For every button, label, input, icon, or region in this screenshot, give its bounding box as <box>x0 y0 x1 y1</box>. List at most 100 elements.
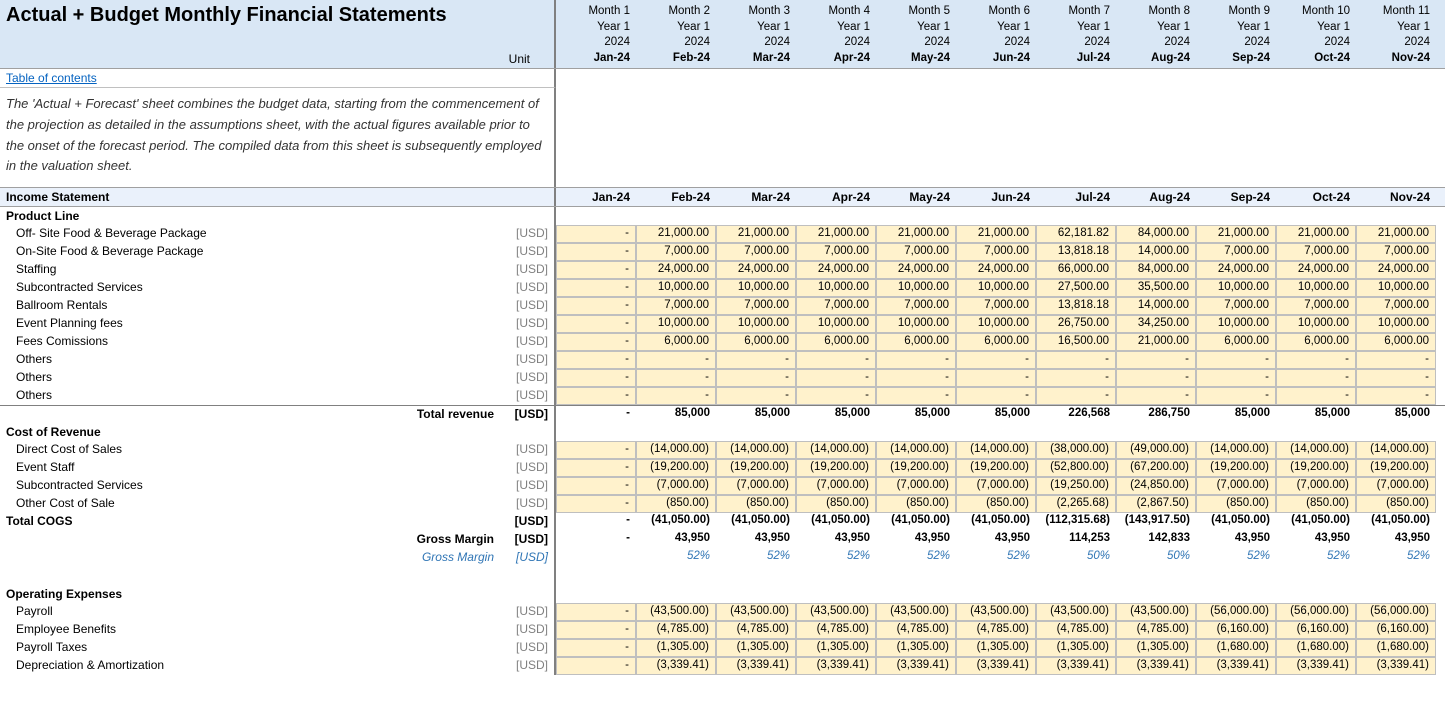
value-cell[interactable]: (7,000.00) <box>796 477 876 495</box>
value-cell[interactable]: 10,000.00 <box>1356 315 1436 333</box>
value-cell[interactable]: 7,000.00 <box>1356 297 1436 315</box>
value-cell[interactable]: (4,785.00) <box>796 621 876 639</box>
value-cell[interactable]: 10,000.00 <box>1276 279 1356 297</box>
value-cell[interactable]: (7,000.00) <box>956 477 1036 495</box>
value-cell[interactable]: (19,200.00) <box>1276 459 1356 477</box>
value-cell[interactable]: 7,000.00 <box>796 243 876 261</box>
value-cell[interactable]: - <box>876 351 956 369</box>
value-cell[interactable]: (3,339.41) <box>796 657 876 675</box>
value-cell[interactable]: - <box>876 387 956 405</box>
value-cell[interactable]: (1,680.00) <box>1356 639 1436 657</box>
value-cell[interactable]: (19,200.00) <box>1196 459 1276 477</box>
value-cell[interactable]: (24,850.00) <box>1116 477 1196 495</box>
value-cell[interactable]: - <box>956 387 1036 405</box>
value-cell[interactable]: 24,000.00 <box>1276 261 1356 279</box>
value-cell[interactable]: 34,250.00 <box>1116 315 1196 333</box>
value-cell[interactable]: (19,200.00) <box>1356 459 1436 477</box>
value-cell[interactable]: 10,000.00 <box>1276 315 1356 333</box>
value-cell[interactable]: 10,000.00 <box>796 279 876 297</box>
value-cell[interactable]: - <box>876 369 956 387</box>
value-cell[interactable]: 6,000.00 <box>1196 333 1276 351</box>
value-cell[interactable]: - <box>1276 387 1356 405</box>
value-cell[interactable]: 6,000.00 <box>1356 333 1436 351</box>
value-cell[interactable]: 6,000.00 <box>636 333 716 351</box>
value-cell[interactable]: 10,000.00 <box>956 315 1036 333</box>
value-cell[interactable]: (850.00) <box>1196 495 1276 513</box>
value-cell[interactable]: - <box>1196 369 1276 387</box>
value-cell[interactable]: (2,867.50) <box>1116 495 1196 513</box>
value-cell[interactable]: 21,000.00 <box>716 225 796 243</box>
value-cell[interactable]: - <box>556 441 636 459</box>
value-cell[interactable]: - <box>796 351 876 369</box>
value-cell[interactable]: (14,000.00) <box>876 441 956 459</box>
value-cell[interactable]: - <box>1356 387 1436 405</box>
value-cell[interactable]: 7,000.00 <box>1196 297 1276 315</box>
value-cell[interactable]: 14,000.00 <box>1116 297 1196 315</box>
value-cell[interactable]: - <box>556 495 636 513</box>
value-cell[interactable]: 6,000.00 <box>956 333 1036 351</box>
value-cell[interactable]: 24,000.00 <box>716 261 796 279</box>
value-cell[interactable]: 10,000.00 <box>1196 279 1276 297</box>
value-cell[interactable]: (19,200.00) <box>716 459 796 477</box>
value-cell[interactable]: - <box>556 351 636 369</box>
value-cell[interactable]: - <box>556 459 636 477</box>
value-cell[interactable]: 10,000.00 <box>716 279 796 297</box>
value-cell[interactable]: 7,000.00 <box>1276 297 1356 315</box>
value-cell[interactable]: - <box>1036 351 1116 369</box>
value-cell[interactable]: (14,000.00) <box>956 441 1036 459</box>
value-cell[interactable]: 24,000.00 <box>956 261 1036 279</box>
value-cell[interactable]: (52,800.00) <box>1036 459 1116 477</box>
value-cell[interactable]: (3,339.41) <box>956 657 1036 675</box>
value-cell[interactable]: - <box>556 369 636 387</box>
value-cell[interactable]: - <box>796 369 876 387</box>
value-cell[interactable]: - <box>716 351 796 369</box>
value-cell[interactable]: 21,000.00 <box>876 225 956 243</box>
value-cell[interactable]: (19,200.00) <box>796 459 876 477</box>
value-cell[interactable]: - <box>556 657 636 675</box>
value-cell[interactable]: - <box>796 387 876 405</box>
value-cell[interactable]: (3,339.41) <box>716 657 796 675</box>
value-cell[interactable]: 26,750.00 <box>1036 315 1116 333</box>
value-cell[interactable]: 6,000.00 <box>716 333 796 351</box>
value-cell[interactable]: 10,000.00 <box>956 279 1036 297</box>
value-cell[interactable]: (1,680.00) <box>1196 639 1276 657</box>
value-cell[interactable]: (7,000.00) <box>876 477 956 495</box>
value-cell[interactable]: (4,785.00) <box>1116 621 1196 639</box>
value-cell[interactable]: - <box>1276 351 1356 369</box>
value-cell[interactable]: (56,000.00) <box>1196 603 1276 621</box>
value-cell[interactable]: - <box>1036 387 1116 405</box>
value-cell[interactable]: 21,000.00 <box>1356 225 1436 243</box>
value-cell[interactable]: - <box>556 639 636 657</box>
value-cell[interactable]: (19,250.00) <box>1036 477 1116 495</box>
value-cell[interactable]: 7,000.00 <box>956 297 1036 315</box>
value-cell[interactable]: (14,000.00) <box>796 441 876 459</box>
value-cell[interactable]: (4,785.00) <box>716 621 796 639</box>
value-cell[interactable]: - <box>556 261 636 279</box>
value-cell[interactable]: (850.00) <box>636 495 716 513</box>
value-cell[interactable]: (43,500.00) <box>1036 603 1116 621</box>
value-cell[interactable]: (6,160.00) <box>1356 621 1436 639</box>
value-cell[interactable]: (19,200.00) <box>956 459 1036 477</box>
value-cell[interactable]: 7,000.00 <box>636 297 716 315</box>
value-cell[interactable]: 21,000.00 <box>1276 225 1356 243</box>
value-cell[interactable]: (2,265.68) <box>1036 495 1116 513</box>
value-cell[interactable]: 10,000.00 <box>796 315 876 333</box>
value-cell[interactable]: 27,500.00 <box>1036 279 1116 297</box>
value-cell[interactable]: - <box>1356 369 1436 387</box>
value-cell[interactable]: (850.00) <box>956 495 1036 513</box>
value-cell[interactable]: (850.00) <box>796 495 876 513</box>
value-cell[interactable]: - <box>716 387 796 405</box>
value-cell[interactable]: (38,000.00) <box>1036 441 1116 459</box>
value-cell[interactable]: 66,000.00 <box>1036 261 1116 279</box>
value-cell[interactable]: (1,680.00) <box>1276 639 1356 657</box>
value-cell[interactable]: (7,000.00) <box>1196 477 1276 495</box>
value-cell[interactable]: 13,818.18 <box>1036 297 1116 315</box>
value-cell[interactable]: - <box>556 225 636 243</box>
value-cell[interactable]: 14,000.00 <box>1116 243 1196 261</box>
value-cell[interactable]: 10,000.00 <box>876 315 956 333</box>
value-cell[interactable]: (14,000.00) <box>1356 441 1436 459</box>
value-cell[interactable]: 7,000.00 <box>876 243 956 261</box>
value-cell[interactable]: (850.00) <box>876 495 956 513</box>
value-cell[interactable]: (3,339.41) <box>1196 657 1276 675</box>
value-cell[interactable]: (19,200.00) <box>876 459 956 477</box>
